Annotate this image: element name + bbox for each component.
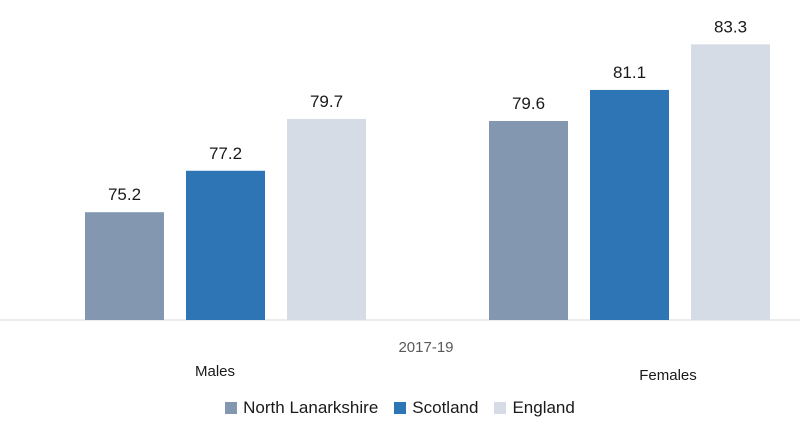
value-label-england-males: 79.7 — [310, 92, 343, 111]
period-label: 2017-19 — [398, 339, 453, 356]
bar-scotland-males — [186, 170, 265, 320]
legend: North Lanarkshire Scotland England — [0, 398, 800, 418]
legend-item-scotland: Scotland — [394, 398, 478, 418]
value-label-england-females: 83.3 — [714, 17, 747, 36]
bar-england-females — [691, 44, 770, 321]
bar-north-lanarkshire-males — [85, 212, 164, 320]
value-label-scotland-females: 81.1 — [613, 63, 646, 82]
bar-north-lanarkshire-females — [489, 121, 568, 320]
legend-label-england: England — [512, 398, 575, 417]
bar-england-males — [287, 118, 366, 320]
legend-swatch-north-lanarkshire — [225, 402, 238, 414]
category-label-males: Males — [195, 363, 235, 380]
legend-item-north-lanarkshire: North Lanarkshire — [225, 398, 378, 418]
legend-label-north-lanarkshire: North Lanarkshire — [243, 398, 379, 417]
bar-scotland-females — [590, 89, 669, 320]
legend-swatch-england — [494, 402, 507, 414]
legend-swatch-scotland — [394, 402, 407, 414]
legend-item-england: England — [494, 398, 575, 418]
category-label-females: Females — [639, 367, 697, 384]
value-label-north-lanarkshire-females: 79.6 — [512, 94, 545, 113]
legend-label-scotland: Scotland — [412, 398, 479, 417]
value-label-north-lanarkshire-males: 75.2 — [108, 185, 141, 204]
value-label-scotland-males: 77.2 — [209, 144, 242, 163]
